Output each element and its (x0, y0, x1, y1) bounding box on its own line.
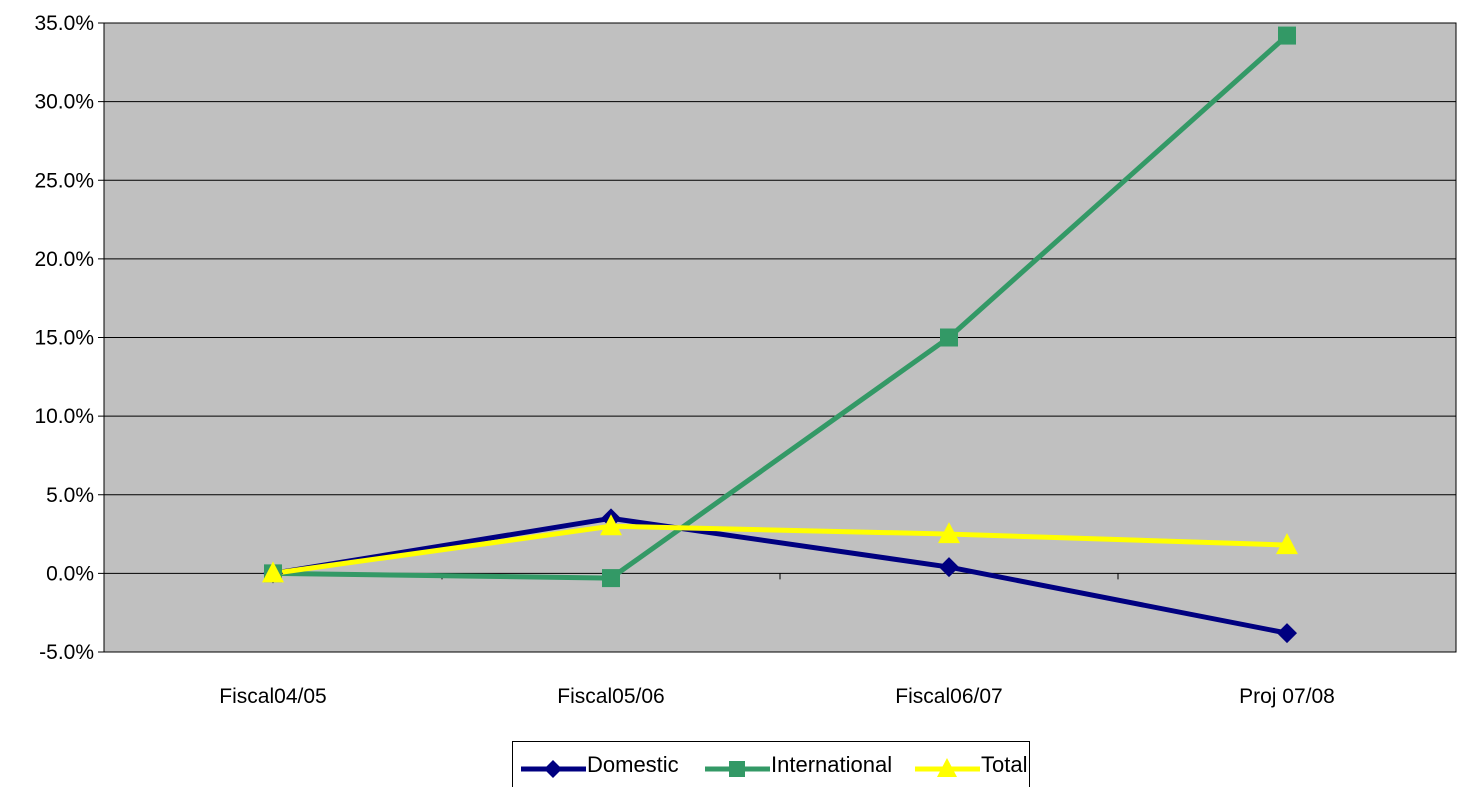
y-axis-tick-labels: -5.0% 0.0% 5.0% 10.0% 15.0% 20.0% 25.0% 30.0% 35… (34, 12, 94, 664)
point-total (600, 514, 622, 536)
y-tick-label: 25.0% (34, 169, 94, 192)
y-tick-label: 20.0% (34, 248, 94, 271)
y-tick-label: 10.0% (34, 405, 94, 428)
series-line-domestic (272, 515, 1288, 636)
x-tick-label: Fiscal05/06 (557, 685, 664, 708)
legend-total-marker (937, 758, 957, 777)
y-tick-label: 30.0% (34, 91, 94, 114)
point-international (1278, 26, 1296, 45)
series-line-international (272, 33, 1289, 581)
x-axis-tick-labels: Fiscal04/05 Fiscal05/06 Fiscal06/07 Proj 07… (219, 685, 1335, 708)
point-total (938, 522, 960, 544)
x-tick-label: Fiscal04/05 (219, 685, 326, 708)
point-total (1276, 533, 1298, 555)
y-tick-label: 5.0% (46, 484, 94, 507)
point-total (262, 561, 284, 583)
series-line-total (272, 523, 1288, 576)
point-international (602, 569, 620, 588)
legend-domestic-marker (544, 760, 562, 778)
point-domestic (1277, 623, 1297, 644)
legend-label-domestic: Domestic (587, 752, 679, 777)
y-tick-label: 15.0% (34, 327, 94, 350)
legend-label-total: Total (981, 752, 1028, 777)
point-domestic (939, 557, 959, 578)
gridlines (98, 22, 1456, 653)
y-tick-label: 0.0% (46, 562, 94, 585)
legend: Domestic International Total (512, 741, 1030, 787)
point-international (940, 328, 958, 347)
legend-international-marker (729, 761, 745, 777)
series-lines (262, 26, 1298, 644)
x-tick-label: Fiscal06/07 (895, 685, 1002, 708)
y-tick-label: 35.0% (34, 12, 94, 35)
x-tick-label: Proj 07/08 (1239, 685, 1335, 708)
legend-label-international: International (771, 752, 893, 777)
y-tick-label: -5.0% (39, 641, 94, 664)
